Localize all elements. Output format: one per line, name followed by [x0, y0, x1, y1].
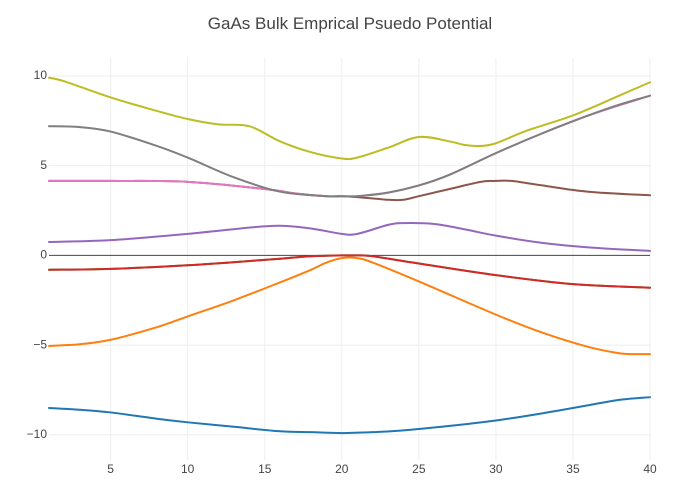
series-line-4 [48, 254, 651, 289]
x-tick-label: 30 [489, 462, 503, 476]
y-axis-ticks: −10 −5 0 5 10 [27, 68, 48, 441]
x-tick-label: 20 [335, 462, 349, 476]
x-tick-label: 10 [181, 462, 195, 476]
series-line-2 [48, 256, 651, 356]
x-tick-label: 15 [258, 462, 272, 476]
series-line-1 [48, 396, 651, 435]
x-tick-label: 35 [566, 462, 580, 476]
series-line-9 [48, 76, 651, 161]
series-line-7 [48, 94, 651, 198]
series-line-8 [48, 94, 651, 198]
y-tick-label: 5 [40, 158, 47, 172]
x-tick-label: 5 [107, 462, 114, 476]
series-line-5 [48, 222, 651, 252]
grid-layer [49, 58, 651, 460]
x-axis-ticks: 5 10 15 20 25 30 35 40 [107, 462, 657, 476]
series-layer [48, 76, 651, 435]
y-tick-label: 0 [40, 248, 47, 262]
y-tick-label: −10 [27, 427, 48, 441]
y-tick-label: 10 [34, 68, 48, 82]
chart-title: GaAs Bulk Emprical Psuedo Potential [208, 14, 492, 33]
x-tick-label: 25 [412, 462, 426, 476]
y-tick-label: −5 [33, 337, 47, 351]
x-tick-label: 40 [643, 462, 657, 476]
